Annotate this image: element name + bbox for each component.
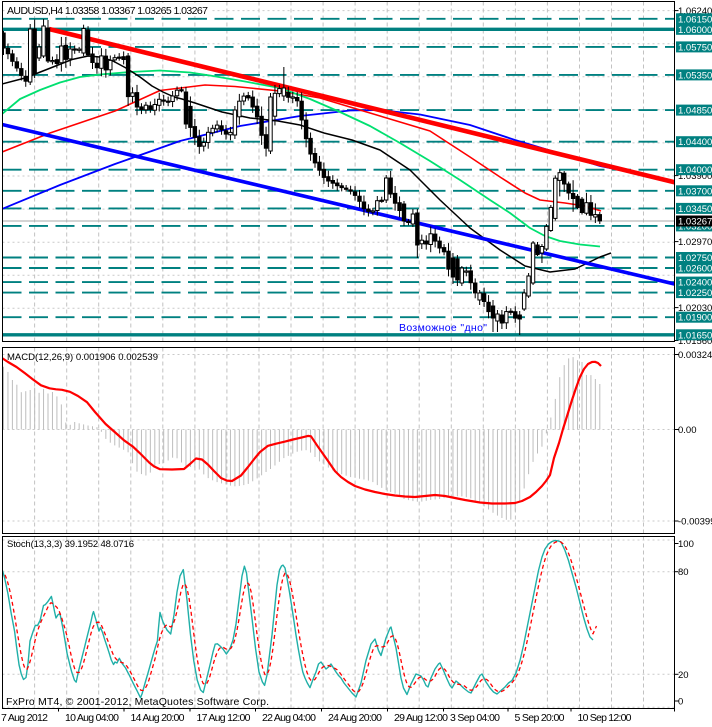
svg-text:AUDUSD,H4 1.03358 1.03367 1.0: AUDUSD,H4 1.03358 1.03367 1.03265 1.0326… [7, 5, 208, 17]
svg-text:Stoch(13,3,3) 39.1952 48.0716: Stoch(13,3,3) 39.1952 48.0716 [7, 539, 134, 550]
svg-text:10 Sep 12:00: 10 Sep 12:00 [578, 712, 632, 724]
svg-text:3 Sep 04:00: 3 Sep 04:00 [450, 712, 500, 724]
svg-text:1.03900: 1.03900 [678, 171, 712, 182]
svg-text:17 Aug 12:00: 17 Aug 12:00 [197, 712, 251, 724]
svg-text:24 Aug 20:00: 24 Aug 20:00 [328, 712, 382, 724]
svg-text:1.06150: 1.06150 [678, 14, 712, 25]
svg-text:1.05750: 1.05750 [678, 42, 712, 53]
svg-text:1.04850: 1.04850 [678, 106, 712, 117]
svg-text:1.01560: 1.01560 [678, 336, 712, 347]
svg-text:1.02600: 1.02600 [678, 264, 712, 275]
svg-text:-0.003995: -0.003995 [678, 517, 712, 528]
svg-text:1.03267: 1.03267 [678, 217, 712, 228]
svg-text:1.02970: 1.02970 [678, 237, 712, 248]
svg-text:20: 20 [678, 670, 689, 681]
svg-text:22 Aug 04:00: 22 Aug 04:00 [262, 712, 316, 724]
svg-text:10 Aug 04:00: 10 Aug 04:00 [65, 712, 119, 724]
svg-text:5 Sep 20:00: 5 Sep 20:00 [515, 712, 565, 724]
svg-text:MACD(12,26,9) 0.001906 0.00253: MACD(12,26,9) 0.001906 0.002539 [7, 352, 158, 363]
svg-text:1.03200: 1.03200 [678, 221, 712, 232]
svg-text:1.02400: 1.02400 [678, 278, 712, 289]
svg-text:1.06240: 1.06240 [678, 6, 712, 17]
svg-text:100: 100 [678, 539, 694, 550]
svg-text:1.02250: 1.02250 [678, 288, 712, 299]
svg-text:7 Aug 2012: 7 Aug 2012 [1, 712, 48, 724]
svg-text:0: 0 [678, 697, 683, 708]
svg-text:14 Aug 20:00: 14 Aug 20:00 [131, 712, 185, 724]
svg-text:1.03700: 1.03700 [678, 186, 712, 197]
svg-text:1.02750: 1.02750 [678, 253, 712, 264]
svg-text:FxPro MT4, © 2001-2012, MetaQu: FxPro MT4, © 2001-2012, MetaQuotes Softw… [6, 696, 269, 708]
svg-text:1.02030: 1.02030 [678, 303, 712, 314]
svg-text:0.00: 0.00 [678, 425, 697, 436]
svg-text:1.03450: 1.03450 [678, 204, 712, 215]
svg-text:1.04400: 1.04400 [678, 137, 712, 148]
svg-text:Возможное "дно": Возможное "дно" [399, 322, 487, 334]
svg-text:0.003245: 0.003245 [678, 350, 712, 361]
svg-text:1.04000: 1.04000 [678, 165, 712, 176]
svg-text:1.01650: 1.01650 [678, 330, 712, 341]
svg-text:80: 80 [678, 567, 689, 578]
svg-text:29 Aug 12:00: 29 Aug 12:00 [394, 712, 448, 724]
svg-text:1.06000: 1.06000 [678, 25, 712, 36]
svg-text:1.01900: 1.01900 [678, 313, 712, 324]
svg-text:1.05350: 1.05350 [678, 70, 712, 81]
